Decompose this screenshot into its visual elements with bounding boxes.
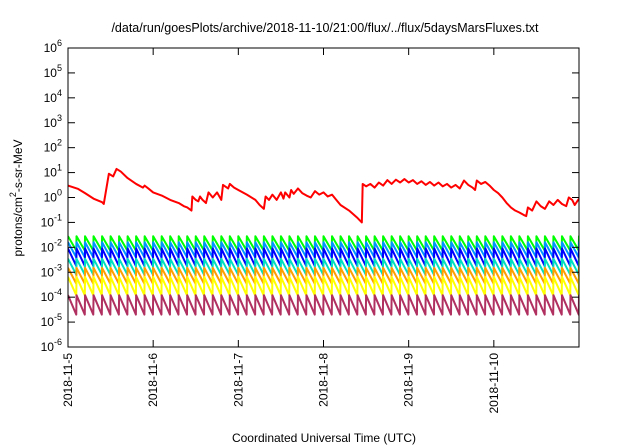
y-tick-exponent: -2 <box>54 237 62 247</box>
y-tick-exponent: -3 <box>54 262 62 272</box>
x-axis-label: Coordinated Universal Time (UTC) <box>232 431 416 445</box>
series-line-1 <box>68 167 579 224</box>
x-tick-label: 2018-11-10 <box>487 353 501 414</box>
y-tick-exponent: -4 <box>54 287 62 297</box>
y-label-rest: -s-sr-MeV <box>11 139 25 192</box>
series-line-8 <box>68 294 579 316</box>
y-tick-base: 10 <box>44 41 58 55</box>
y-tick-base: 10 <box>44 116 58 130</box>
series-line-5 <box>68 257 579 276</box>
y-tick-exponent: 3 <box>57 113 62 123</box>
y-tick-label: 100 <box>44 188 62 205</box>
series-line-3 <box>68 241 579 259</box>
y-tick-exponent: 6 <box>57 38 62 48</box>
y-tick-exponent: 4 <box>57 88 62 98</box>
series-line-7 <box>68 275 579 297</box>
x-tick-label: 2018-11-5 <box>61 353 75 407</box>
y-tick-base: 10 <box>41 240 55 254</box>
y-tick-exponent: 0 <box>57 188 62 198</box>
y-tick-exponent: 5 <box>57 63 62 73</box>
series-layer <box>68 167 579 316</box>
y-tick-label: 10-3 <box>41 262 62 279</box>
y-tick-base: 10 <box>41 265 55 279</box>
y-tick-label: 104 <box>44 88 62 105</box>
y-label-sup: 2 <box>8 192 18 197</box>
y-tick-base: 10 <box>44 141 58 155</box>
y-tick-base: 10 <box>41 340 55 354</box>
x-axis: 2018-11-5 2018-11-6 2018-11-7 2018-11-8 2018… <box>61 48 501 414</box>
y-label-main: protons/cm <box>11 197 25 256</box>
y-tick-exponent: -5 <box>54 312 62 322</box>
y-tick-label: 10-6 <box>41 337 62 354</box>
y-tick-label: 103 <box>44 113 62 130</box>
y-tick-label: 105 <box>44 63 62 80</box>
y-tick-exponent: 2 <box>57 138 62 148</box>
y-tick-label: 106 <box>44 38 62 55</box>
x-tick-label: 2018-11-7 <box>231 353 245 407</box>
y-axis-label: protons/cm2-s-sr-MeV <box>8 139 25 256</box>
y-axis: 10-610-510-410-310-210-11001011021031041… <box>41 38 579 354</box>
chart-title: /data/run/goesPlots/archive/2018-11-10/2… <box>111 21 539 35</box>
y-tick-exponent: -1 <box>54 212 62 222</box>
x-tick-label: 2018-11-6 <box>146 353 160 407</box>
y-tick-label: 10-4 <box>41 287 62 304</box>
y-tick-base: 10 <box>41 215 55 229</box>
y-tick-label: 101 <box>44 163 62 180</box>
y-tick-base: 10 <box>44 91 58 105</box>
y-tick-base: 10 <box>41 315 55 329</box>
y-tick-base: 10 <box>44 166 58 180</box>
x-tick-label: 2018-11-8 <box>317 353 331 407</box>
y-tick-base: 10 <box>44 66 58 80</box>
y-tick-base: 10 <box>44 191 58 205</box>
x-tick-label: 2018-11-9 <box>402 353 416 407</box>
y-tick-label: 102 <box>44 138 62 155</box>
y-tick-base: 10 <box>41 290 55 304</box>
y-tick-exponent: -6 <box>54 337 62 347</box>
y-tick-exponent: 1 <box>57 163 62 173</box>
y-tick-label: 10-5 <box>41 312 62 329</box>
series-line-6 <box>68 266 579 285</box>
y-tick-label: 10-2 <box>41 237 62 254</box>
series-line-2 <box>68 235 579 252</box>
series-line-4 <box>68 247 579 267</box>
y-tick-label: 10-1 <box>41 212 62 229</box>
